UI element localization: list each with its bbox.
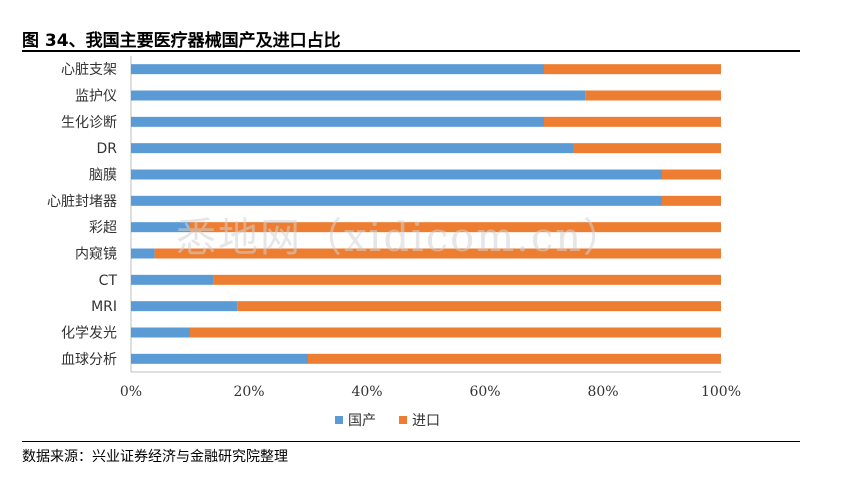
category-label: DR (96, 141, 117, 157)
bar-import (190, 327, 721, 338)
category-label: 内窥镜 (75, 246, 117, 263)
category-label: MRI (91, 299, 117, 315)
category-label: 心脏封堵器 (47, 194, 117, 210)
bar-domestic (131, 116, 544, 127)
bar-import (213, 274, 721, 285)
bar-domestic (131, 301, 238, 312)
source-note: 数据来源：兴业证券经济与金融研究院整理 (22, 449, 288, 465)
category-label: 脑膜 (89, 168, 117, 184)
bar-import (662, 195, 721, 206)
category-label: 血球分析 (61, 352, 117, 368)
bar-import (573, 143, 721, 154)
legend-label-import: 进口 (412, 413, 440, 429)
legend-label-domestic: 国产 (348, 413, 376, 429)
x-tick-label: 20% (233, 384, 264, 400)
title-rule (22, 50, 800, 52)
figure-title: 图 34、我国主要医疗器械国产及进口占比 (22, 31, 341, 51)
bar-import (237, 301, 721, 312)
category-label: 生化诊断 (61, 115, 117, 131)
x-tick-label: 100% (701, 384, 741, 400)
category-label: CT (99, 273, 118, 289)
bar-import (544, 64, 721, 75)
category-label: 化学发光 (61, 326, 117, 342)
bar-domestic (131, 353, 308, 364)
x-tick-label: 40% (351, 384, 382, 400)
bar-import (544, 116, 721, 127)
bar-domestic (131, 222, 190, 233)
category-label: 监护仪 (75, 89, 117, 105)
bar-domestic (131, 195, 662, 206)
x-tick-label: 60% (469, 384, 500, 400)
x-tick-label: 80% (587, 384, 618, 400)
x-tick-label: 0% (120, 384, 142, 400)
bar-domestic (131, 248, 155, 259)
legend-swatch-import (399, 416, 407, 424)
bar-domestic (131, 169, 662, 180)
bar-domestic (131, 90, 586, 101)
bar-import (190, 222, 721, 233)
bar-import (585, 90, 721, 101)
bar-import (662, 169, 721, 180)
category-label: 心脏支架 (61, 62, 117, 78)
source-rule (22, 441, 800, 442)
bar-import (308, 353, 721, 364)
bar-import (154, 248, 722, 259)
category-label: 彩超 (89, 220, 117, 236)
bar-domestic (131, 274, 214, 285)
legend-swatch-domestic (335, 416, 343, 424)
bar-domestic (131, 143, 574, 154)
bar-domestic (131, 64, 544, 75)
bar-domestic (131, 327, 190, 338)
